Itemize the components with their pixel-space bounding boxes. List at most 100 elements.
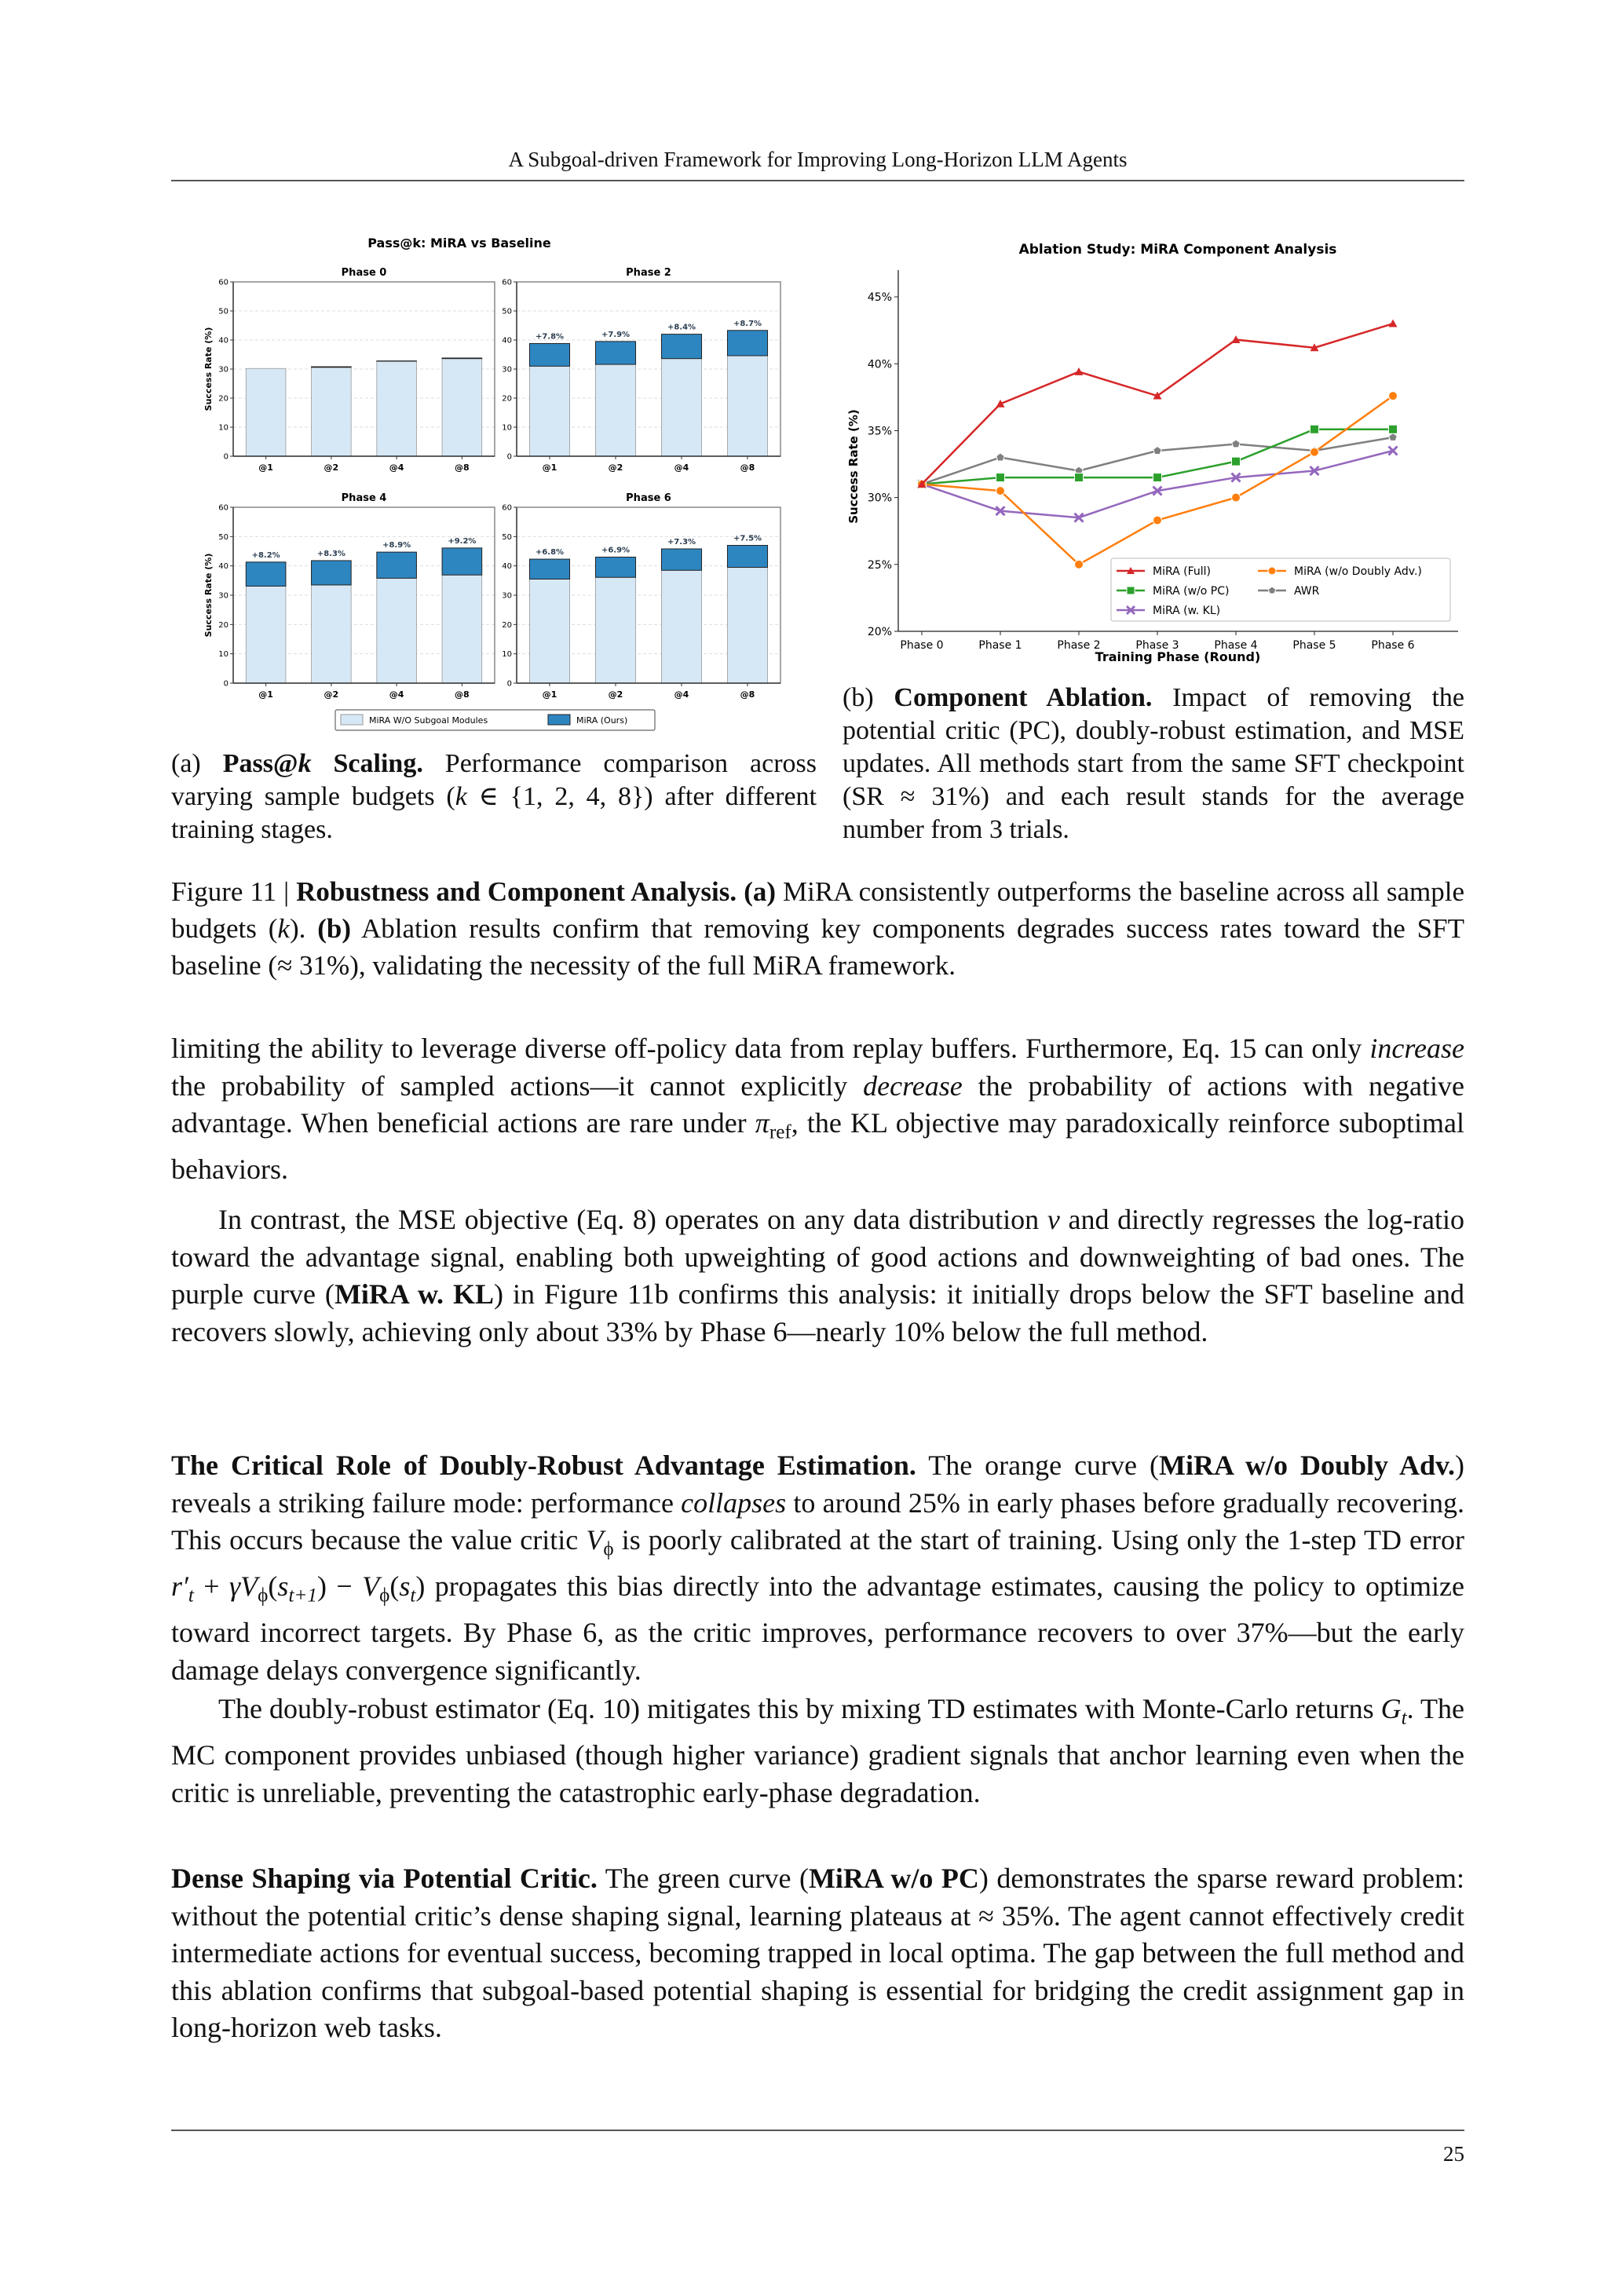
legend-label: AWR (1294, 585, 1320, 598)
marker-square (1153, 473, 1162, 483)
marker-square (1126, 586, 1135, 595)
text-run: V (586, 1524, 604, 1556)
figure-caption: Figure 11 | Robustness and Component Ana… (171, 873, 1464, 984)
marker-x (1309, 465, 1320, 477)
text-run: Pass@ (222, 749, 298, 778)
series-mira-w-kl (916, 445, 1398, 523)
bar-mira (660, 548, 703, 571)
bar-baseline (376, 577, 417, 684)
y-tick-label: 30 (502, 592, 512, 601)
text-run: ) propagates this bias directly into the… (171, 1570, 1464, 1686)
marker-triangle (996, 399, 1005, 408)
y-tick-label: 40 (502, 562, 512, 571)
marker-triangle (1388, 319, 1398, 327)
y-tick-label: 20 (502, 621, 512, 630)
gain-label: +8.3% (317, 550, 345, 558)
marker-pentagon (996, 452, 1005, 462)
ablation-line-chart: Ablation Study: MiRA Component Analysis 2… (846, 242, 1458, 664)
x-tick-label: @4 (389, 689, 404, 700)
text-run: Figure 11 | (171, 876, 297, 907)
marker-x-stroke (1125, 605, 1136, 616)
y-tick-label: 25% (868, 559, 892, 572)
text-run: In contrast, the MSE objective (Eq. 8) o… (218, 1204, 1047, 1235)
x-tick-label: @4 (674, 689, 689, 700)
x-tick-label: Phase 6 (1371, 639, 1414, 652)
x-tick-label: Phase 2 (1057, 639, 1100, 652)
text-run: , the KL objective may paradoxically rei… (171, 1107, 1464, 1186)
marker-square (1231, 456, 1241, 466)
chart-title: Pass@k: MiRA vs Baseline (367, 236, 551, 250)
legend-label: MiRA (w/o PC) (1153, 585, 1229, 598)
text-run: The orange curve ( (916, 1450, 1159, 1481)
text-run: (b) (317, 913, 352, 944)
gain-label: +7.5% (733, 535, 762, 543)
text-run: the probability of actions with negative… (171, 1069, 1464, 1139)
bar-mira (726, 545, 769, 569)
y-tick-label: 20 (218, 395, 228, 404)
marker-circle (1388, 391, 1398, 401)
y-tick-label: 10 (218, 650, 228, 659)
y-tick-label: 10 (502, 424, 512, 433)
bar-mira (528, 558, 571, 579)
marker-x (1152, 485, 1163, 496)
subplot-phase-6: Phase 6 0 10 20 30 40 50 60 +6.8% @1 +6.9% @2 +7.3% @… (502, 492, 781, 700)
text-run: Scaling. (311, 749, 423, 778)
bar-baseline (245, 586, 287, 684)
marker-square (1388, 424, 1398, 434)
paragraph-mc-returns: The doubly-robust estimator (Eq. 10) mit… (171, 1691, 1464, 1812)
text-run: limiting the ability to leverage diverse… (171, 1033, 1370, 1064)
x-tick-label: Phase 1 (978, 639, 1022, 652)
y-tick-label: 0 (507, 453, 512, 462)
y-axis-label: Success Rate (%) (203, 327, 214, 411)
text-run: MiRA w. KL (334, 1278, 494, 1310)
text-run: r′ (171, 1570, 188, 1603)
y-tick-label: 35% (868, 425, 892, 437)
text-run: Impact of removing the potential critic … (843, 683, 1464, 844)
legend-label: MiRA (w. KL) (1153, 605, 1220, 617)
bar-mira (594, 341, 637, 365)
text-run: (a) (171, 749, 223, 778)
text-run: k (277, 913, 290, 944)
text-run: G (1380, 1693, 1402, 1724)
text-run: π (755, 1107, 769, 1139)
bar-mira (245, 561, 287, 587)
text-run: t+1 (288, 1585, 318, 1607)
bar-baseline (727, 567, 768, 684)
marker-circle (1267, 566, 1277, 576)
marker-x-stroke (1230, 472, 1241, 483)
marker-circle (1074, 559, 1084, 569)
marker-x (1230, 472, 1241, 483)
paragraph-kl-limitation: limiting the ability to leverage diverse… (171, 1030, 1464, 1189)
marker-triangle (1127, 567, 1135, 574)
series-mira-w-o-pc (917, 424, 1398, 489)
legend: MiRA W/O Subgoal Modules MiRA (Ours) (334, 709, 656, 731)
marker-triangle (917, 480, 927, 488)
y-tick-label: 50 (218, 533, 228, 542)
y-tick-label: 40 (218, 562, 228, 571)
text-run: . The MC component provides unbiased (th… (171, 1693, 1464, 1808)
text-run: is poorly calibrated at the start of tra… (613, 1524, 1464, 1556)
text-run: t (1401, 1707, 1407, 1729)
x-tick-label: Phase 0 (900, 639, 943, 652)
y-tick-label: 50 (502, 308, 512, 316)
y-tick-label: 0 (507, 680, 512, 689)
marker-pentagon (1388, 432, 1398, 441)
caption-b: (b) Component Ablation. Impact of removi… (843, 682, 1464, 846)
text-run: Ablation results confirm that removing k… (171, 913, 1464, 981)
subplot-title: Phase 6 (626, 492, 671, 504)
bar-mira (528, 342, 571, 367)
y-tick-label: 0 (224, 680, 228, 689)
passk-bar-chart: Pass@k: MiRA vs Baseline Phase 0 0 10 20 30 40… (203, 236, 781, 731)
text-run: MiRA w/o Doubly Adv. (1159, 1450, 1456, 1481)
text-run: ) reveals a striking failure mode: perfo… (171, 1450, 1465, 1519)
y-tick-label: 30 (218, 366, 228, 375)
marker-x-stroke (1387, 445, 1398, 456)
bar-mira (441, 357, 483, 360)
subplot-title: Phase 2 (626, 267, 671, 279)
chart-title: Ablation Study: MiRA Component Analysis (1019, 242, 1337, 258)
text-run: and directly regresses the log-ratio tow… (171, 1204, 1464, 1310)
gain-label: +7.9% (601, 331, 630, 339)
text-run: (a) (744, 876, 776, 907)
text-run: ) − (317, 1570, 363, 1603)
y-tick-label: 20 (502, 395, 512, 404)
